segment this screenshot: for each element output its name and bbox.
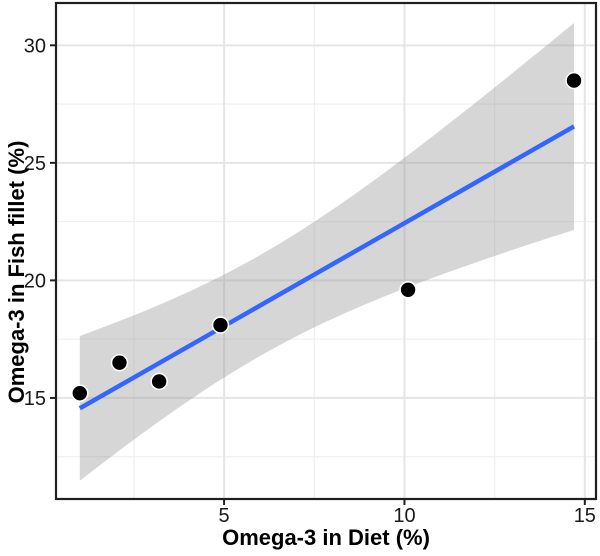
x-tick-label: 15 bbox=[574, 505, 596, 527]
y-tick-label: 25 bbox=[24, 153, 46, 175]
data-point bbox=[71, 384, 89, 403]
panel-border bbox=[54, 1, 598, 501]
y-tick-label: 30 bbox=[24, 35, 46, 57]
data-point bbox=[399, 280, 417, 299]
confidence-band bbox=[79, 23, 575, 481]
plot-panel bbox=[56, 3, 596, 499]
x-tick-label: 10 bbox=[393, 505, 415, 527]
data-point bbox=[565, 71, 583, 90]
data-point bbox=[110, 353, 129, 372]
data-point bbox=[211, 316, 230, 334]
y-axis-title: Omega-3 in Fish fillet (%) bbox=[4, 140, 29, 404]
x-tick-label: 5 bbox=[219, 505, 230, 527]
y-tick-label: 20 bbox=[24, 270, 46, 292]
x-axis-title: Omega-3 in Diet (%) bbox=[222, 525, 430, 550]
data-point bbox=[150, 372, 168, 391]
y-tick-label: 15 bbox=[24, 388, 46, 410]
regression-line bbox=[78, 124, 576, 411]
